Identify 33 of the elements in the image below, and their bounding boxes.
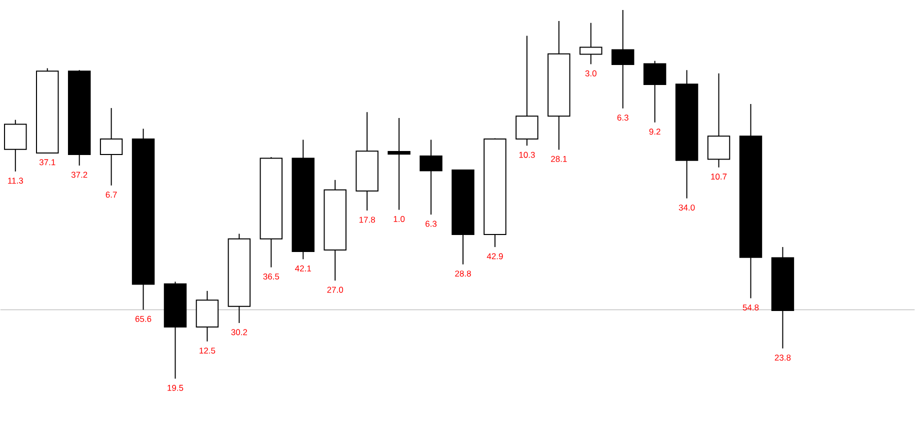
text: 42.9 [486,253,503,260]
text: 23.8 [774,354,791,360]
text: 17.8 [359,216,375,223]
text: 12.5 [200,347,216,354]
text: 42.1 [295,265,311,272]
candlestick [580,22,602,64]
text: 28.1 [551,156,567,162]
text: 65.6 [135,316,152,322]
text: 36.5 [263,273,280,280]
text: 37.2 [71,172,88,178]
candlestick [707,72,730,168]
text: 9.2 [649,128,660,134]
text: 19.5 [168,384,184,391]
text: 30.2 [231,328,248,335]
text: 6.7 [106,191,117,198]
text: 10.7 [711,173,727,180]
text: 6.3 [426,220,437,227]
text: 11.3 [8,177,23,184]
text: 3.0 [585,70,596,76]
candlestick [100,107,123,186]
text: 6.3 [617,114,628,120]
text: 10.3 [519,152,535,158]
candlestick [420,139,442,215]
text: 37.1 [39,158,56,165]
candlestick [643,60,666,123]
text: 54.8 [742,304,759,310]
candlestick [611,9,634,109]
text: 28.8 [455,270,471,276]
candlestick [516,35,538,146]
text: 27.0 [327,286,344,293]
candlestick [388,117,410,210]
text: 34.0 [678,204,695,210]
text: 1.0 [394,216,405,222]
